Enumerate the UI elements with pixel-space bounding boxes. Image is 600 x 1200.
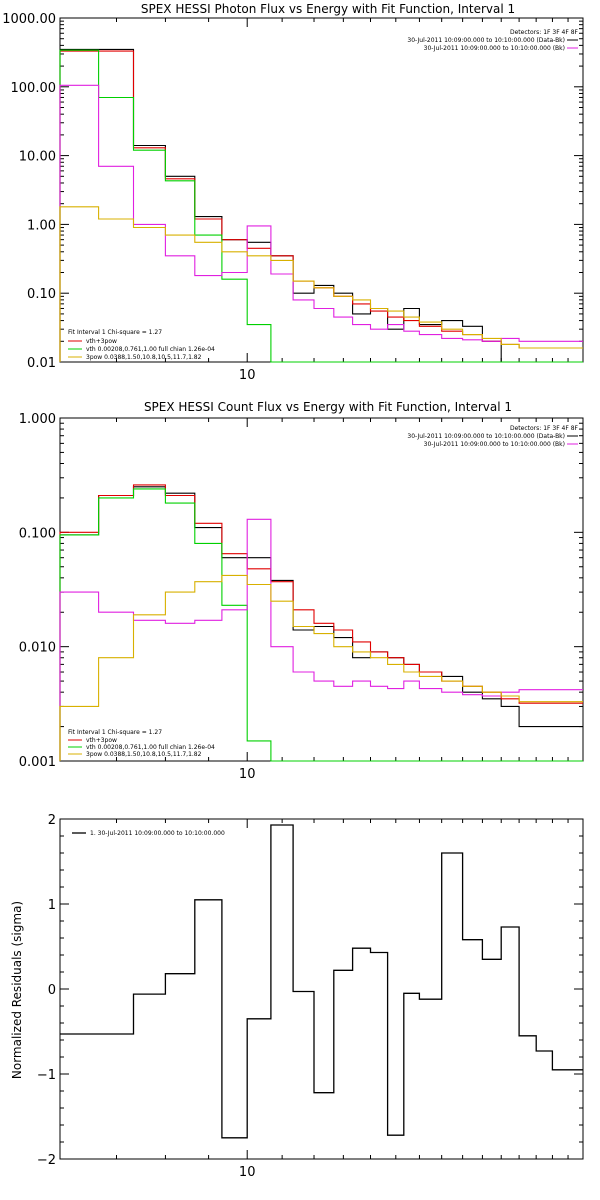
count-flux-series (59, 484, 583, 762)
count-flux-interval-bk-text: 30-Jul-2011 10:09:00.000 to 10:10:00.000… (424, 441, 565, 448)
count-flux-y-tick-label: 1.000 (19, 412, 56, 427)
photon-flux-legend-2: vth 0.00208,0.761,1.00 full chian 1.26e-… (86, 346, 215, 353)
count-flux-series-3 (59, 518, 583, 761)
residuals-panel: 210−1−210 1. 30-Jul-2011 10:09:00.000 to… (10, 813, 584, 1180)
count-flux-y-tick-label: 0.100 (19, 526, 56, 541)
count-flux-interval-data-text: 30-Jul-2011 10:09:00.000 to 10:10:00.000… (407, 433, 565, 440)
photon-flux-legend-1: vth+3pow (86, 338, 117, 345)
photon-flux-interval-data-text: 30-Jul-2011 10:09:00.000 to 10:10:00.000… (407, 37, 565, 44)
photon-flux-fit-label: Fit Interval 1 Chi-square = 1.27 (68, 329, 162, 336)
photon-flux-y-tick-label: 1000.00 (2, 12, 56, 27)
count-flux-legend-1: vth+3pow (86, 737, 117, 744)
count-flux-y-tick-label: 0.001 (19, 755, 56, 770)
count-flux-legend-3: 3pow 0.0388,1.50,10.8,10.5,11.7,1.82 (86, 751, 202, 758)
photon-flux-y-tick-label: 10.00 (19, 150, 56, 165)
count-flux-x-tick-label: 10 (239, 767, 256, 782)
photon-flux-y-tick-label: 0.10 (27, 287, 56, 302)
photon-flux-series-2 (59, 49, 583, 363)
photon-flux-series-3 (59, 84, 583, 362)
residuals-y-axis-label: Normalized Residuals (sigma) (10, 901, 24, 1079)
count-flux-fit-label: Fit Interval 1 Chi-square = 1.27 (68, 729, 162, 736)
count-flux-series-0 (59, 486, 583, 761)
count-flux-y-tick-label: 0.010 (19, 641, 56, 656)
photon-flux-legend-3: 3pow 0.0388,1.50,10.8,10.5,11.7,1.82 (86, 354, 202, 361)
residuals-y-tick-label: −1 (37, 1068, 56, 1083)
photon-flux-x-tick-label: 10 (239, 368, 256, 383)
photon-flux-interval-bk-text: 30-Jul-2011 10:09:00.000 to 10:10:00.000… (424, 45, 565, 52)
residuals-y-tick-label: 2 (48, 813, 56, 828)
count-flux-series-2 (59, 488, 583, 762)
count-flux-title: SPEX HESSI Count Flux vs Energy with Fit… (144, 400, 512, 414)
residuals-y-tick-label: −2 (37, 1153, 56, 1168)
photon-flux-y-tick-label: 0.01 (27, 356, 56, 371)
residuals-legend: 1. 30-Jul-2011 10:09:00.000 to 10:10:00.… (90, 830, 225, 837)
count-flux-legend-2: vth 0.00208,0.761,1.00 full chian 1.26e-… (86, 744, 215, 751)
residuals-x-tick-label: 10 (239, 1165, 256, 1180)
count-flux-detectors-text: Detectors: 1F 3F 4F 8F (510, 425, 579, 432)
residuals-y-tick-label: 1 (48, 898, 56, 913)
photon-flux-series (59, 48, 583, 363)
residuals-axes: 210−1−210 (37, 813, 584, 1180)
photon-flux-y-tick-label: 1.00 (27, 218, 56, 233)
photon-flux-title: SPEX HESSI Photon Flux vs Energy with Fi… (141, 2, 515, 16)
residuals-series (60, 824, 583, 1139)
photon-flux-y-tick-label: 100.00 (11, 81, 57, 96)
residuals-series-0 (60, 824, 583, 1139)
photon-flux-panel: SPEX HESSI Photon Flux vs Energy with Fi… (2, 2, 584, 383)
count-flux-series-4 (59, 574, 583, 761)
count-flux-panel: SPEX HESSI Count Flux vs Energy with Fit… (19, 400, 584, 782)
photon-flux-series-4 (59, 206, 583, 362)
residuals-y-tick-label: 0 (48, 983, 56, 998)
photon-flux-detectors-text: Detectors: 1F 3F 4F 8F (510, 29, 579, 36)
